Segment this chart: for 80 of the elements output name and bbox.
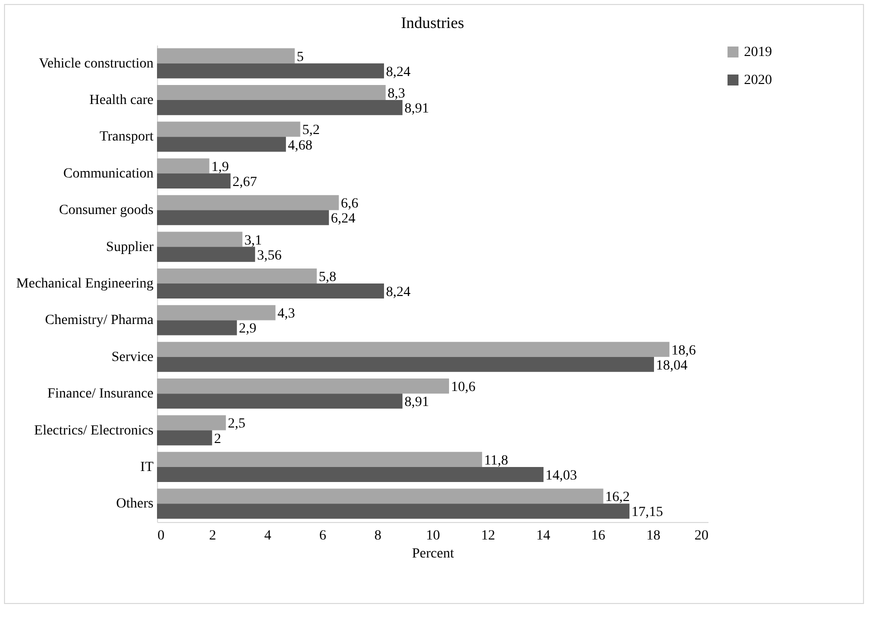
bar [157, 232, 242, 247]
y-tick-label: Consumer goods [59, 203, 154, 218]
x-tick-label: 20 [694, 528, 708, 544]
y-tick-label: Health care [89, 93, 154, 108]
chart-title: Industries [400, 15, 464, 32]
data-label: 4,3 [277, 306, 295, 322]
data-label: 8,24 [386, 64, 411, 80]
y-tick-label: IT [140, 460, 154, 475]
data-label: 6,24 [330, 212, 356, 227]
y-tick-label: Others [116, 496, 154, 512]
bar [157, 84, 386, 100]
data-label: 3,56 [257, 248, 282, 264]
bar [157, 305, 276, 320]
data-label: 8,3 [388, 86, 406, 102]
bar [157, 246, 256, 262]
data-label: 18,04 [656, 358, 688, 374]
bar [157, 195, 339, 210]
y-tick-label: Electrics/ Electronics [34, 423, 154, 438]
y-tick-label: Chemistry/ Pharma [45, 313, 154, 328]
y-tick-label: Transport [100, 130, 154, 145]
bar [157, 415, 226, 430]
data-label: 16,2 [605, 490, 630, 506]
x-axis-title: Percent [412, 546, 454, 562]
data-label: 5 [296, 50, 304, 65]
data-label: 14,03 [546, 468, 578, 484]
x-tick-label: 4 [264, 528, 272, 544]
x-tick-label: 12 [481, 528, 496, 544]
bar [157, 63, 384, 78]
legend-label: 2019 [744, 45, 772, 60]
y-tick-label: Vehicle construction [38, 56, 154, 72]
data-label: 8,24 [386, 285, 411, 300]
data-label: 6,6 [340, 196, 358, 212]
bar [157, 122, 300, 137]
bar [157, 136, 286, 152]
bar [157, 394, 402, 409]
bar [157, 342, 670, 357]
data-label: 17,15 [631, 505, 663, 520]
x-tick-label: 18 [646, 528, 660, 544]
legend-label: 2020 [744, 73, 772, 88]
bar [157, 466, 544, 482]
bar [157, 430, 212, 446]
x-tick-label: 0 [158, 528, 164, 544]
data-label: 2 [214, 432, 222, 447]
data-label: 5,2 [302, 123, 320, 138]
bar [157, 284, 384, 299]
x-tick-label: 14 [536, 528, 550, 544]
y-tick-label: Finance/ Insurance [47, 386, 154, 402]
data-label: 3,1 [244, 233, 262, 248]
x-tick-label: 16 [591, 528, 606, 544]
data-label: 1,9 [211, 160, 229, 175]
data-label: 10,6 [451, 380, 476, 396]
y-tick-label: Mechanical Engineering [16, 276, 154, 292]
bar [157, 356, 654, 372]
y-tick-label: Service [112, 350, 154, 365]
data-label: 2,5 [228, 416, 246, 432]
data-label: 18,6 [671, 343, 696, 358]
data-label: 8,91 [404, 102, 429, 117]
bar [157, 268, 317, 284]
y-tick-label: Supplier [106, 240, 154, 255]
x-tick-label: 6 [319, 528, 326, 544]
data-label: 4,68 [288, 138, 312, 154]
bar [157, 210, 329, 226]
x-tick-label: 10 [426, 528, 440, 544]
bar [157, 320, 237, 336]
data-label: 11,8 [484, 453, 508, 468]
x-tick-label: 2 [209, 528, 216, 544]
data-label: 5,8 [318, 270, 336, 285]
bar [157, 48, 295, 64]
x-tick-label: 8 [374, 528, 382, 544]
bar [157, 173, 231, 188]
y-tick-label: Communication [63, 166, 154, 182]
data-label: 2,67 [232, 174, 258, 190]
bar [157, 452, 482, 467]
bar [157, 504, 630, 519]
bar [157, 488, 604, 504]
data-label: 2,9 [238, 322, 256, 337]
bar [157, 158, 210, 174]
bar [157, 378, 450, 394]
data-label: 8,91 [404, 395, 429, 410]
bar [157, 100, 402, 116]
